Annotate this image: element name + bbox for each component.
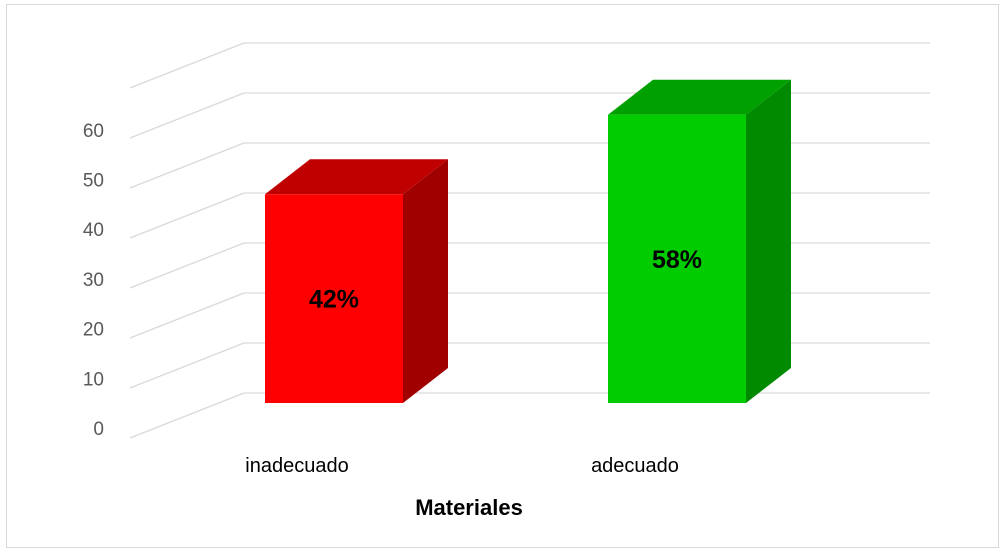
gridline-diagonal (129, 292, 245, 339)
y-tick-label: 10 (83, 369, 104, 390)
bar-front (265, 194, 403, 403)
data-label: 58% (652, 246, 702, 274)
bar-inadecuado: 42% (265, 159, 448, 403)
bar-top (265, 159, 448, 195)
bar-top (608, 79, 791, 115)
gridline-diagonal (129, 92, 245, 139)
gridline-diagonal (129, 342, 245, 389)
y-tick-label: 60 (83, 121, 104, 142)
bar-side (403, 159, 448, 403)
gridlines (129, 42, 930, 439)
y-tick-label: 0 (93, 419, 104, 440)
y-axis-ticks: 0 10 20 30 40 50 60 (83, 121, 104, 440)
bars: 42% 58% (265, 79, 791, 404)
gridline-diagonal (129, 392, 245, 439)
y-tick-label: 50 (83, 171, 104, 192)
gridline-diagonal (129, 242, 245, 289)
y-tick-label: 30 (83, 270, 104, 291)
bar-adecuado: 58% (608, 79, 791, 404)
x-category-label: inadecuado (245, 455, 348, 477)
y-tick-label: 40 (83, 220, 104, 241)
y-tick-label: 20 (83, 320, 104, 341)
x-axis-title: Materiales (415, 495, 523, 520)
data-label: 42% (309, 286, 359, 314)
x-axis-categories: inadecuado adecuado (245, 455, 679, 477)
gridline-diagonal (129, 42, 245, 89)
bar-front (608, 114, 746, 404)
x-category-label: adecuado (591, 455, 679, 477)
bar-side (746, 79, 791, 404)
gridline-diagonal (129, 192, 245, 239)
gridline-diagonal (129, 142, 245, 189)
chart-frame (6, 4, 999, 548)
